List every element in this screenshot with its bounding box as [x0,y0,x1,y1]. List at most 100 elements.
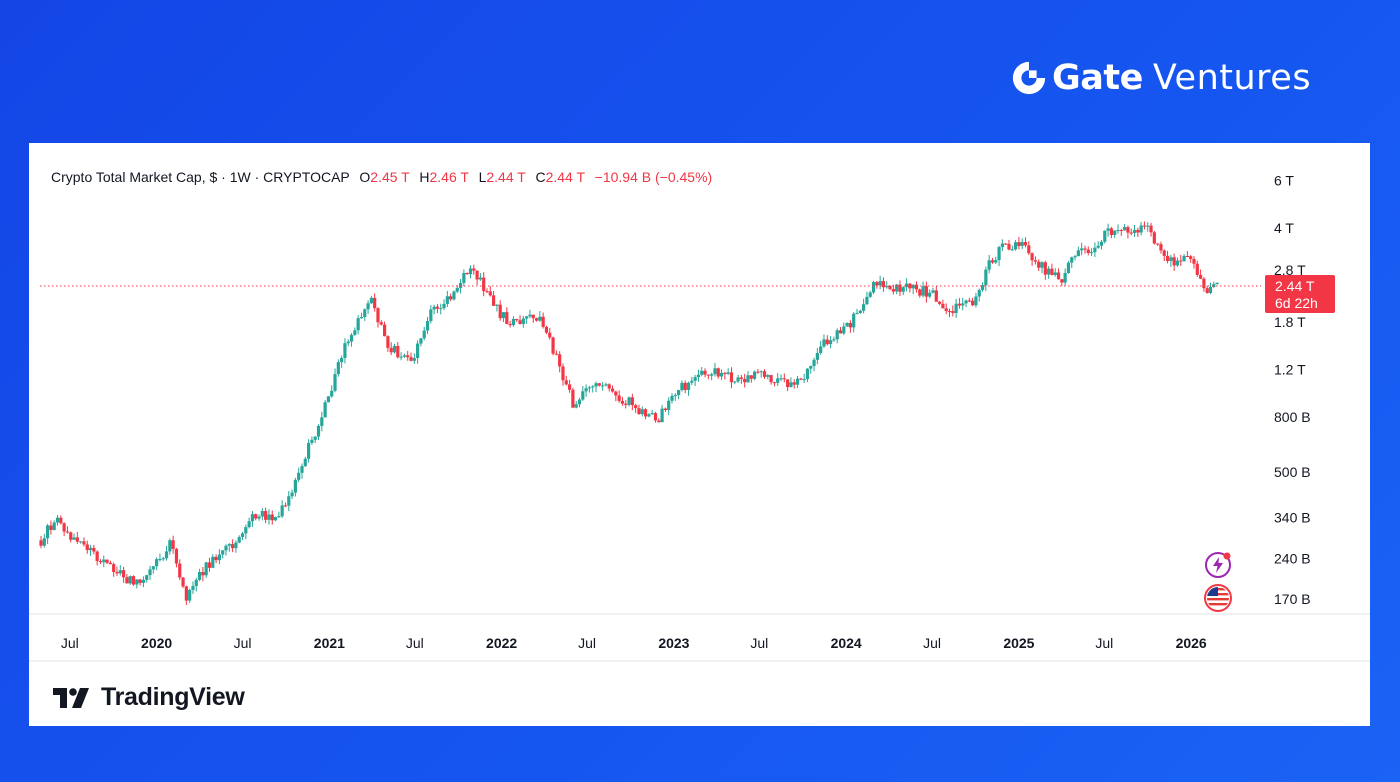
candle-body [690,380,694,383]
candle-body [151,566,155,570]
candle-body [729,372,734,383]
candle-body [69,532,73,540]
candle-body [819,346,823,354]
candle-body [92,547,96,552]
candle-body [1063,273,1067,283]
y-tick-label: 1.2 T [1274,361,1306,377]
candle-body [931,290,935,293]
candle-body [918,289,922,296]
candlestick-chart[interactable]: 6 T 4 T 2.8 T 1.8 T 1.2 T 800 B 500 B 340 B 240 … [29,143,1370,726]
candle-body [772,382,777,384]
candle-body [449,296,453,300]
candle-body [1017,242,1021,246]
tradingview-logo[interactable]: TradingView [53,683,245,712]
candle-body [168,540,172,552]
candle-body [1106,228,1110,231]
candle-body [416,343,420,358]
brand-name-light: Ventures [1152,58,1312,98]
candle-body [65,531,70,533]
candle-body [273,517,278,521]
candle-body [462,272,466,283]
us-flag-icon[interactable] [1203,583,1233,613]
candle-body [954,303,958,313]
legend-high-label: H [419,169,430,185]
candle-body [1149,225,1153,233]
candle-body [957,303,962,306]
price-tag-value: 2.44 T [1275,278,1315,294]
candle-body [610,388,615,392]
candle-body [326,396,331,403]
candle-body [452,291,456,300]
candle-body [528,314,532,317]
candle-body [1126,227,1130,233]
candle-body [264,510,268,520]
candle-body [1033,260,1038,262]
candle-body [1215,282,1219,285]
candle-body [951,311,955,313]
candle-body [838,330,843,334]
candle-body [776,378,780,383]
y-tick-label: 6 T [1274,172,1294,188]
candle-body [577,399,582,405]
candle-body [904,283,909,288]
candle-body [138,579,142,583]
candle-body [472,268,476,271]
candle-body [531,314,535,319]
candle-body [164,551,169,559]
candle-body [227,544,231,546]
candle-body [161,558,165,560]
candle-body [914,284,919,290]
candle-body [39,540,43,546]
candle-body [313,436,317,440]
candle-body [492,295,496,306]
candle-body [980,285,985,291]
candle-body [1093,247,1097,253]
candle-body [710,374,714,376]
candle-body [353,330,357,335]
candle-body [442,303,446,309]
candle-body [984,269,988,286]
candle-body [1156,243,1160,245]
candle-body [399,356,403,358]
candle-body [1050,268,1054,275]
candle-body [1165,255,1170,261]
candle-body [204,562,208,576]
candle-body [240,533,245,538]
candle-body [868,292,872,297]
legend-open-label: O [359,169,371,185]
candle-body [125,577,129,584]
candle-body [505,312,509,324]
candle-body [1030,253,1034,261]
candle-body [845,322,849,327]
candle-body [944,308,948,312]
x-tick-label: Jul [234,635,252,651]
candle-body [1129,232,1133,234]
candle-body [310,439,314,443]
candle-body [1086,249,1090,254]
candle-body [749,375,753,379]
x-tick-label: Jul [1095,635,1113,651]
candle-body [802,379,806,381]
candle-body [928,292,932,297]
candle-body [1123,227,1127,231]
y-tick-label: 1.8 T [1274,314,1306,330]
candle-body [627,397,631,405]
candle-body [389,347,393,353]
candle-body [425,321,430,331]
candle-body [1162,250,1166,256]
candle-body [148,569,152,576]
candle-body [634,405,638,409]
candle-body [141,579,146,583]
x-tick-label: 2023 [658,635,689,651]
candle-body [825,339,829,345]
candle-body [686,382,691,390]
candle-body [455,287,459,292]
lightning-icon[interactable] [1203,550,1233,580]
candle-body [257,516,261,519]
candle-body [1099,241,1104,246]
candle-body [848,322,853,328]
candle-body [79,541,83,543]
candle-body [1007,243,1011,250]
y-tick-label: 500 B [1274,464,1311,480]
candle-body [1066,262,1071,274]
